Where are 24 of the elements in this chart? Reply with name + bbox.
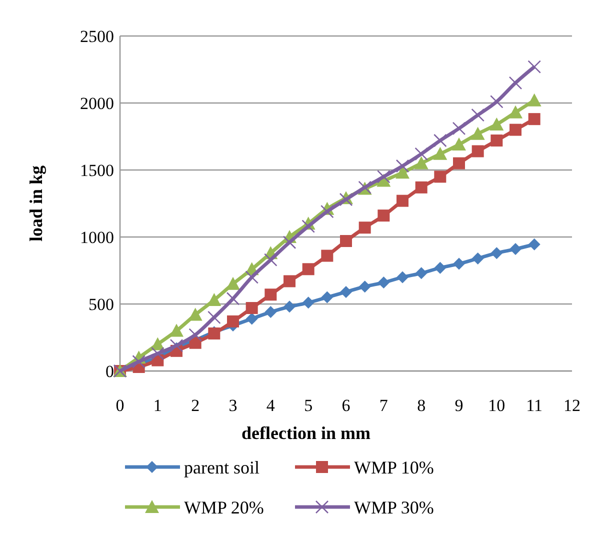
y-tick-label: 1000 <box>80 228 114 247</box>
x-tick-label: 12 <box>564 396 580 415</box>
x-axis-title: deflection in mm <box>242 423 370 443</box>
x-tick-label: 4 <box>266 396 276 415</box>
x-tick-label: 7 <box>379 396 388 415</box>
y-tick-label: 2500 <box>80 26 114 46</box>
x-tick-label: 1 <box>153 396 162 415</box>
x-tick-label: 2 <box>191 396 200 415</box>
x-tick-label: 3 <box>228 396 238 415</box>
x-tick-label: 6 <box>342 396 350 415</box>
legend-label: WMP 30% <box>354 497 434 518</box>
y-tick-label: 0 <box>106 362 114 381</box>
x-tick-label: 11 <box>526 396 543 415</box>
legend-label: WMP 10% <box>354 457 434 478</box>
x-tick-label: 10 <box>488 396 506 415</box>
x-tick-label: 5 <box>304 396 313 415</box>
y-tick-label: 1500 <box>80 160 114 180</box>
legend-label: parent soil <box>184 457 260 478</box>
y-tick-label: 2000 <box>80 94 114 113</box>
y-tick-label: 500 <box>88 294 114 314</box>
y-axis-title: load in kg <box>26 165 46 242</box>
x-tick-label: 9 <box>454 396 464 415</box>
x-tick-label: 8 <box>417 396 426 415</box>
legend-label: WMP 20% <box>184 497 264 518</box>
